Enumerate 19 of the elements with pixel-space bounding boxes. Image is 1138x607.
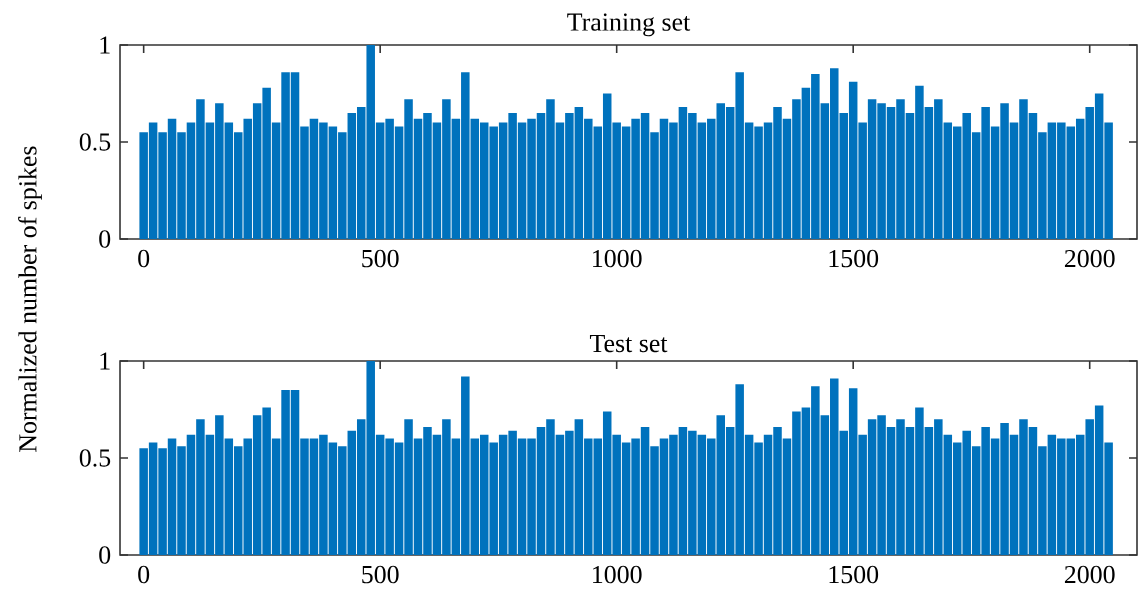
x-tick-label: 500: [362, 249, 399, 268]
chart-title: Test set: [589, 334, 668, 353]
x-tick-label: 0: [138, 249, 150, 268]
y-tick-label: 1: [100, 352, 110, 370]
y-tick-label: 0: [99, 230, 111, 248]
x-tick-label: 1000: [593, 565, 642, 584]
y-tick-label: 0.5: [79, 133, 111, 151]
x-tick-label: 500: [362, 565, 399, 584]
x-tick-label: 1500: [829, 249, 879, 268]
y-tick-label: 0: [99, 546, 111, 564]
x-tick-label: 0: [138, 565, 150, 584]
y-axis-title: Normalized number of spikes: [18, 146, 42, 452]
chart-title: Training set: [567, 13, 691, 37]
x-tick-label: 2000: [1064, 249, 1115, 268]
y-tick-label: 0.5: [79, 449, 111, 467]
x-tick-label: 1500: [829, 565, 879, 584]
x-tick-label: 1000: [593, 249, 642, 268]
x-tick-label: 2000: [1064, 565, 1115, 584]
y-tick-label: 1: [100, 36, 110, 54]
